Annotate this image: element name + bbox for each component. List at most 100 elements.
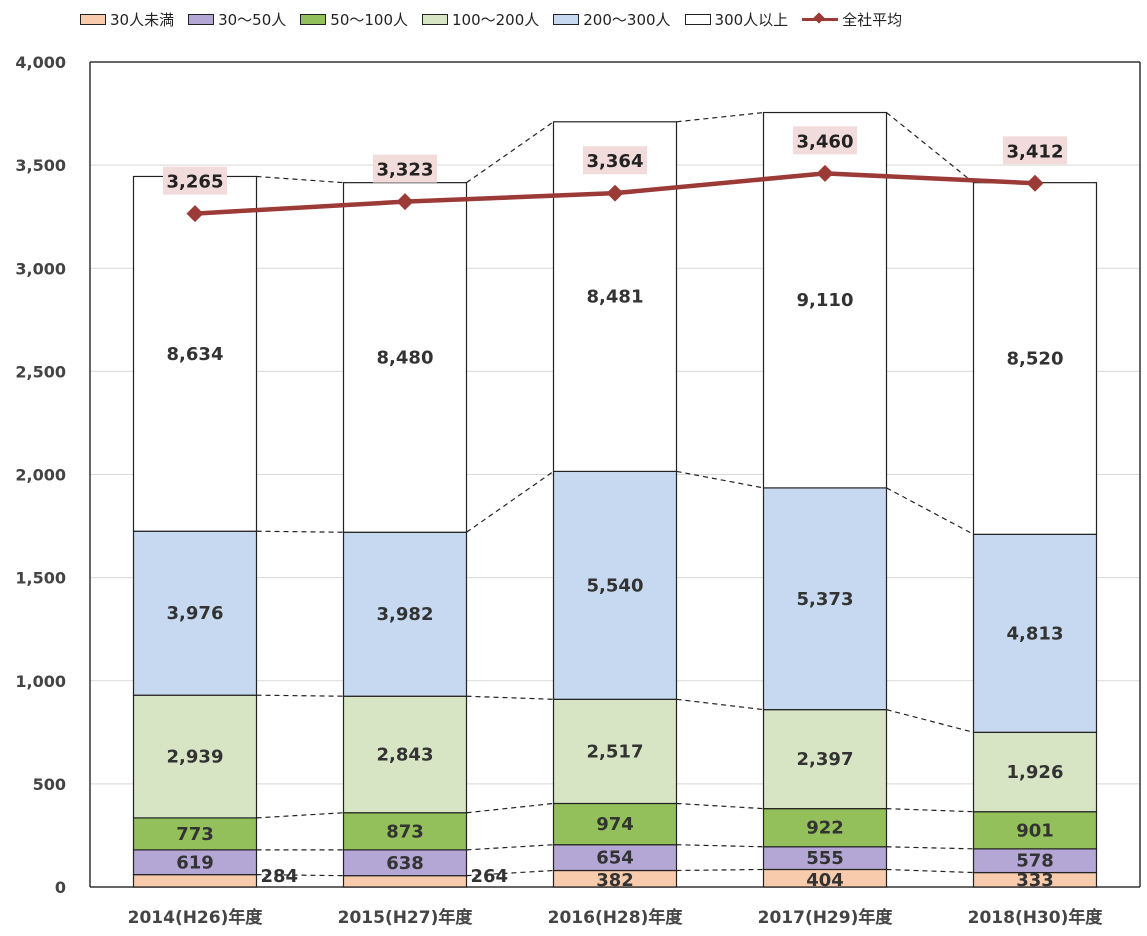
legend-item: 200～300人	[553, 9, 671, 30]
bar-segment	[132, 530, 258, 696]
average-label: 3,364	[587, 151, 644, 172]
x-tick-label: 2014(H26)年度	[128, 907, 264, 928]
bar-segment	[972, 731, 1098, 813]
legend-line-marker	[802, 13, 839, 25]
data-label: 2,939	[167, 747, 224, 768]
connector-line	[466, 802, 554, 814]
bar-segment	[762, 487, 888, 711]
data-label: 922	[806, 818, 844, 839]
legend-swatch	[422, 13, 448, 25]
y-tick-label: 1,500	[15, 569, 66, 588]
legend-swatch	[188, 13, 215, 25]
connector-line	[676, 844, 764, 848]
bar-segment	[132, 874, 258, 888]
bar-segment	[132, 175, 258, 532]
legend-item: 50～100人	[300, 9, 408, 30]
data-label: 8,480	[377, 347, 434, 368]
x-tick-label: 2018(H30)年度	[968, 907, 1104, 928]
legend-label: 30～50人	[218, 10, 287, 29]
legend-label: 200～300人	[583, 10, 671, 29]
connector-line	[466, 869, 554, 877]
data-label: 3,976	[167, 603, 224, 624]
connector-line	[676, 111, 764, 123]
average-label-box	[583, 146, 647, 175]
average-label-box	[373, 154, 437, 183]
bar-segment	[342, 182, 468, 533]
average-label: 3,460	[797, 131, 854, 152]
y-tick-label: 500	[33, 775, 66, 794]
connector-line	[886, 808, 974, 813]
legend-label: 30人未満	[110, 10, 175, 29]
connector-line	[466, 844, 554, 851]
legend-item: 30人未満	[80, 9, 174, 30]
bar-segment	[762, 808, 888, 848]
connector-line	[676, 802, 764, 810]
data-label: 8,520	[1007, 348, 1064, 369]
legend-swatch	[684, 13, 711, 25]
legend-swatch	[553, 13, 580, 25]
bar-segment	[972, 533, 1098, 733]
data-label: 578	[1016, 851, 1054, 872]
y-tick-label: 0	[55, 878, 66, 897]
bar-segment	[342, 812, 468, 851]
x-tick-label: 2017(H29)年度	[758, 907, 894, 928]
data-label: 773	[176, 824, 214, 845]
legend-label: 300人以上	[714, 10, 789, 29]
connector-line	[676, 868, 764, 872]
data-label: 284	[261, 866, 299, 887]
average-marker	[396, 193, 414, 211]
average-line: 3,265 3,323 3,364 3,460 3,412	[163, 126, 1067, 223]
bar-segment	[132, 849, 258, 876]
bar-segment	[552, 698, 678, 805]
data-label: 1,926	[1007, 762, 1064, 783]
average-marker	[186, 205, 204, 223]
connector-line	[886, 487, 974, 535]
legend-swatch	[300, 13, 327, 25]
data-label: 8,634	[167, 344, 224, 365]
legend-label: 50～100人	[330, 10, 408, 29]
bar-segment	[552, 802, 678, 846]
legend: 30人未満 30～50人 50～100人 100～200人 200～300人 300人以上…	[80, 8, 916, 30]
connector-line	[466, 470, 554, 533]
x-tick-label: 2016(H28)年度	[548, 907, 684, 928]
average-label: 3,412	[1007, 141, 1064, 162]
y-tick-label: 4,000	[15, 53, 66, 72]
data-label: 8,481	[587, 287, 644, 308]
connector-line	[886, 846, 974, 850]
average-label: 3,323	[377, 160, 434, 181]
connector-line	[256, 175, 344, 184]
legend-swatch	[80, 13, 106, 25]
y-tick-label: 1,000	[15, 672, 66, 691]
connector-line	[256, 812, 344, 819]
data-label: 2,517	[587, 741, 644, 762]
data-label: 4,813	[1007, 623, 1064, 644]
bar-segment	[972, 811, 1098, 850]
average-label: 3,265	[167, 172, 224, 193]
legend-label: 全社平均	[842, 10, 903, 29]
connector-line	[676, 470, 764, 489]
legend-item: 30～50人	[188, 9, 286, 30]
data-label: 638	[386, 853, 424, 874]
data-label: 9,110	[797, 290, 854, 311]
legend-item: 300人以上	[684, 9, 789, 30]
bar-segment	[762, 709, 888, 810]
data-label: 5,373	[797, 589, 854, 610]
bars	[132, 111, 1098, 888]
average-marker	[816, 164, 834, 182]
data-label: 382	[596, 870, 634, 891]
connector-line	[466, 121, 554, 184]
average-marker	[606, 184, 624, 202]
average-label-box	[1003, 136, 1067, 165]
bar-segment	[342, 695, 468, 814]
bar-segment	[132, 817, 258, 851]
bar-segment	[552, 470, 678, 700]
data-label: 404	[806, 870, 844, 891]
bar-segment	[552, 844, 678, 872]
bar-segment	[342, 531, 468, 697]
axes: 0 500 1,000 1,500 2,000 2,500 3,000 3,500 4,000 2…	[15, 53, 1141, 928]
connector-line	[886, 868, 974, 874]
bar-segment	[972, 182, 1098, 535]
legend-item-average: 全社平均	[802, 9, 902, 30]
y-tick-label: 3,500	[15, 156, 66, 175]
